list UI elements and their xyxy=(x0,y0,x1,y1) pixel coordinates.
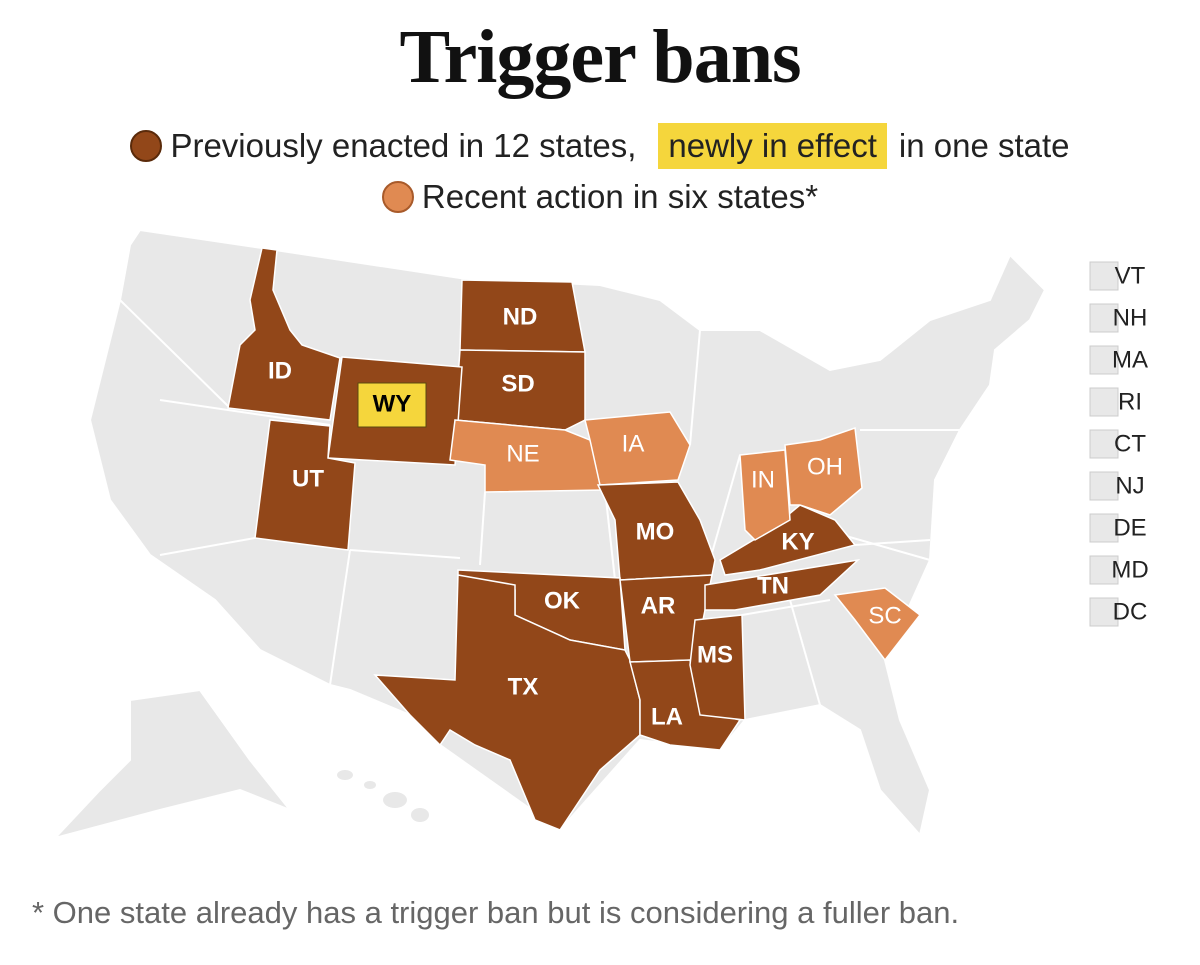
state xyxy=(449,419,607,493)
small-state-box xyxy=(1089,387,1119,417)
border xyxy=(349,549,461,559)
small-state-label: CT xyxy=(1114,430,1146,457)
border xyxy=(119,299,231,409)
state-label: SC xyxy=(868,602,901,629)
land xyxy=(383,792,407,808)
state-label: SD xyxy=(501,370,534,397)
title: Trigger bans xyxy=(399,15,801,99)
small-state-label: RI xyxy=(1118,388,1142,415)
land xyxy=(411,808,429,822)
legend-text: Previously enacted in 12 states, xyxy=(170,127,637,164)
state xyxy=(689,614,746,721)
border xyxy=(604,489,616,581)
small-state-box xyxy=(1089,303,1119,333)
small-state-box xyxy=(1089,429,1119,459)
small-state-label: VT xyxy=(1115,262,1146,289)
land xyxy=(364,781,376,789)
small-state-box xyxy=(1089,555,1119,585)
state xyxy=(584,411,691,486)
legend-swatch xyxy=(381,181,414,213)
footnote: * One state already has a trigger ban bu… xyxy=(32,895,960,930)
state xyxy=(373,574,641,831)
small-state-label: MD xyxy=(1111,556,1148,583)
label-highlight xyxy=(357,382,427,428)
state-label: IA xyxy=(622,430,645,457)
legend-highlight: newly in effect xyxy=(658,123,887,169)
state-label: OH xyxy=(807,453,843,480)
small-state-box xyxy=(1089,261,1119,291)
border xyxy=(689,329,701,446)
state-label: AR xyxy=(641,592,676,619)
state xyxy=(833,587,922,662)
state-label: TX xyxy=(508,673,539,700)
small-state-box xyxy=(1089,471,1119,501)
state xyxy=(704,558,861,611)
state xyxy=(784,426,863,516)
state-label: IN xyxy=(751,466,775,493)
state-label: MO xyxy=(636,518,675,545)
legend-swatch xyxy=(130,130,163,162)
state-label: KY xyxy=(781,528,814,555)
border xyxy=(854,539,931,546)
border xyxy=(709,454,741,561)
border xyxy=(159,537,256,556)
small-state-box xyxy=(1089,513,1119,543)
small-state-label: DE xyxy=(1113,514,1146,541)
state-label: MS xyxy=(697,641,733,668)
small-state-label: MA xyxy=(1112,346,1148,373)
border xyxy=(789,599,821,706)
state xyxy=(596,481,716,581)
small-state-label: NJ xyxy=(1115,472,1144,499)
legend-row: Previously enacted in 12 states, newly i… xyxy=(0,123,1200,169)
state xyxy=(739,449,791,541)
map: ND SD ID WY UT NE IA MO OK TX AR LA MS TN KY IN OH SC VT NH… xyxy=(51,230,1149,840)
small-state-label: DC xyxy=(1113,598,1148,625)
border xyxy=(741,599,831,616)
small-state-box xyxy=(1089,345,1119,375)
border xyxy=(479,491,486,566)
state xyxy=(227,247,341,421)
state-label: NE xyxy=(506,440,539,467)
small-state-label: NH xyxy=(1113,304,1148,331)
legend-text: Recent action in six states* xyxy=(421,178,819,215)
state-label: OK xyxy=(544,587,581,614)
state-label: LA xyxy=(651,703,683,730)
state-label: TN xyxy=(757,572,789,599)
land xyxy=(337,770,353,780)
state-label: ID xyxy=(268,357,292,384)
border xyxy=(159,399,331,426)
land xyxy=(51,688,294,840)
state-label: UT xyxy=(292,465,324,492)
legend-text: in one state xyxy=(898,127,1070,164)
border xyxy=(329,549,351,686)
state-label: WY xyxy=(373,390,412,417)
legend-row: Recent action in six states* xyxy=(0,178,1200,216)
small-state-box xyxy=(1089,597,1119,627)
state-label: ND xyxy=(503,303,538,330)
state xyxy=(254,419,356,551)
